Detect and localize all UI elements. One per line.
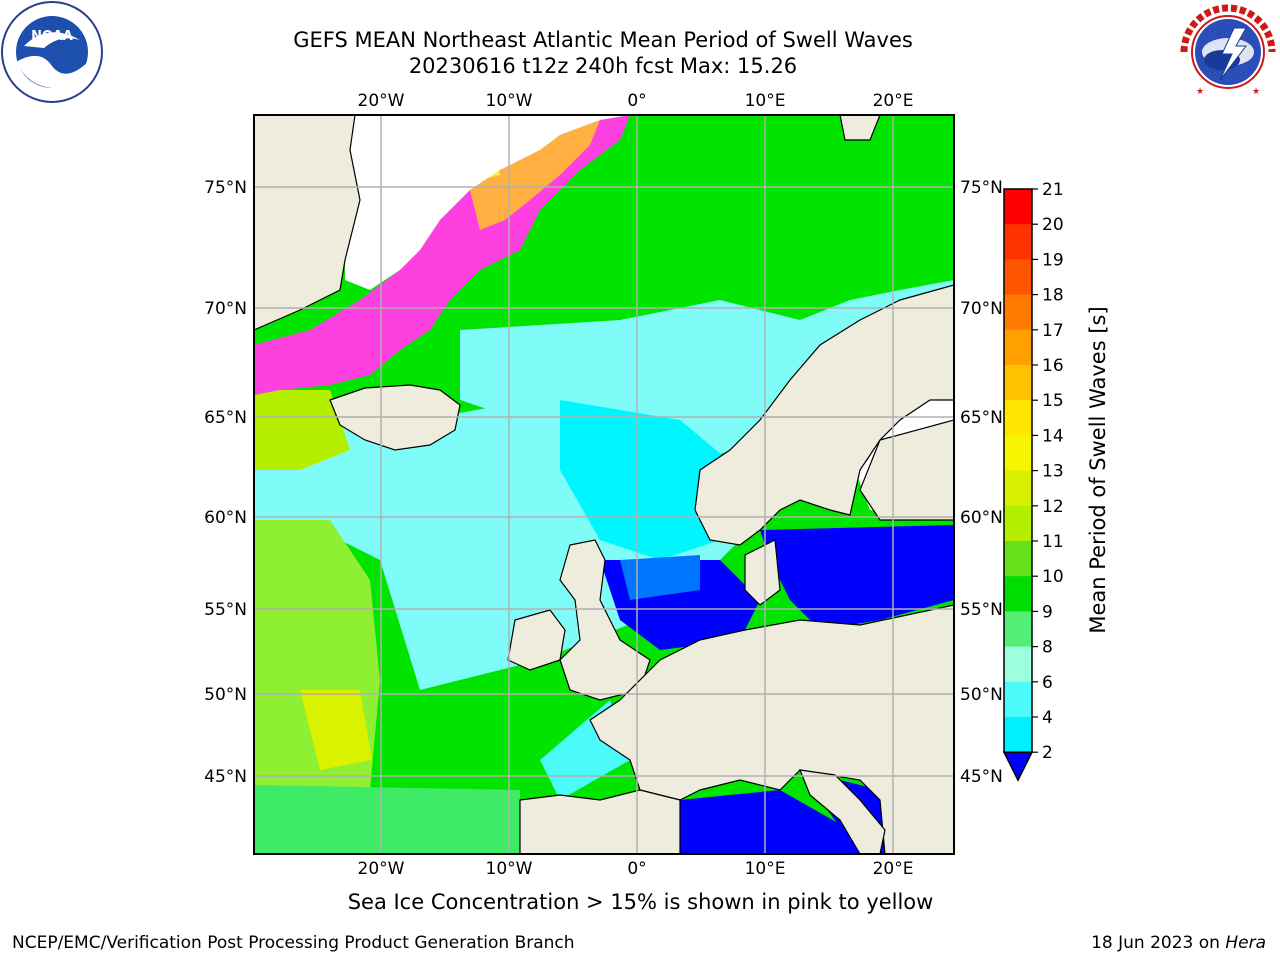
land-denmark — [744, 539, 781, 606]
colorbar-tick-label: 21 — [1042, 180, 1064, 200]
colorbar-block — [1004, 329, 1032, 366]
colorbar-tick-label: 19 — [1042, 250, 1064, 270]
footer-host: Hera — [1225, 933, 1266, 953]
colorbar-block — [1004, 505, 1032, 542]
colorbar-tick-label: 4 — [1042, 708, 1053, 728]
colorbar-block — [1004, 576, 1032, 612]
footer-credit: NCEP/EMC/Verification Post Processing Pr… — [12, 933, 575, 953]
swell-field-yellowgreen-north — [254, 390, 350, 470]
colorbar-block — [1004, 717, 1032, 753]
colorbar-tick-label: 17 — [1042, 321, 1064, 341]
swell-field-north-sea-edge — [620, 555, 700, 600]
colorbar-block — [1004, 400, 1032, 436]
land-great-britain — [559, 539, 651, 701]
colorbar-tick-label: 13 — [1042, 462, 1064, 482]
svg-text:★: ★ — [1252, 87, 1260, 97]
colorbar-ticks: 21 20 19 18 17 16 15 14 13 12 11 10 9 8 6 4 2 — [1032, 180, 1064, 763]
lon-tick-bottom: 10°W — [486, 859, 533, 879]
lat-tick-right: 75°N — [960, 178, 1003, 198]
lat-tick-right: 60°N — [960, 508, 1003, 528]
colorbar-block — [1004, 435, 1032, 472]
swell-field-mid-green — [254, 785, 520, 854]
land-ireland — [507, 609, 566, 671]
colorbar-tick-label: 10 — [1042, 567, 1064, 587]
chart-title: GEFS MEAN Northeast Atlantic Mean Period… — [293, 28, 913, 52]
colorbar-block — [1004, 224, 1032, 260]
lat-tick-left: 45°N — [204, 767, 247, 787]
lat-tick-right: 45°N — [960, 767, 1003, 787]
colorbar-tick-label: 18 — [1042, 286, 1064, 306]
colorbar: 21 20 19 18 17 16 15 14 13 12 11 10 9 8 6 4 2 — [1002, 180, 1064, 782]
lon-tick-bottom: 10°E — [745, 859, 786, 879]
footer-date: 18 Jun 2023 on Hera — [1091, 933, 1266, 953]
swell-field-cyan-core — [560, 400, 740, 560]
lat-tick-right: 65°N — [960, 408, 1003, 428]
land-europe — [589, 604, 954, 854]
svg-text:NOAA: NOAA — [31, 29, 73, 44]
lon-tick-top: 0° — [627, 91, 646, 111]
swell-field-baltic — [760, 525, 954, 630]
land-svalbard — [839, 115, 881, 141]
colorbar-block — [1004, 259, 1032, 296]
colorbar-block — [1004, 541, 1032, 577]
chart-subtitle: 20230616 t12z 240h fcst Max: 15.26 — [408, 54, 798, 78]
lat-tick-right: 50°N — [960, 685, 1003, 705]
lat-tick-right: 70°N — [960, 299, 1003, 319]
graticule — [254, 115, 954, 854]
land-scandinavia — [694, 284, 954, 546]
lat-tick-left: 75°N — [204, 178, 247, 198]
colorbar-block — [1004, 611, 1032, 648]
lon-tick-top: 10°W — [486, 91, 533, 111]
colorbar-extend-min — [1002, 751, 1034, 782]
colorbar-blocks — [1002, 188, 1034, 782]
lat-tick-left: 50°N — [204, 685, 247, 705]
colorbar-block — [1004, 470, 1032, 507]
colorbar-tick-label: 20 — [1042, 215, 1064, 235]
colorbar-label: Mean Period of Swell Waves [s] — [1086, 306, 1110, 634]
lon-tick-bottom: 20°E — [873, 859, 914, 879]
colorbar-block — [1004, 365, 1032, 401]
colorbar-tick-label: 11 — [1042, 532, 1064, 552]
masked-area-greenland-sea — [345, 115, 630, 290]
lon-tick-top: 10°E — [745, 91, 786, 111]
nws-logo: ★ ★ — [1178, 2, 1278, 102]
svg-text:★: ★ — [1196, 87, 1204, 97]
colorbar-block — [1004, 681, 1032, 718]
swell-field-mediterranean — [680, 790, 880, 854]
lon-tick-bottom: 20°W — [358, 859, 405, 879]
lon-tick-bottom: 0° — [627, 859, 646, 879]
lat-tick-left: 55°N — [204, 600, 247, 620]
sea-ice-caption: Sea Ice Concentration > 15% is shown in … — [347, 890, 934, 914]
land-iberia — [519, 789, 681, 854]
colorbar-tick-label: 8 — [1042, 638, 1053, 658]
colorbar-block — [1004, 294, 1032, 331]
colorbar-tick-label: 12 — [1042, 497, 1064, 517]
colorbar-tick-label: 9 — [1042, 602, 1053, 622]
lat-tick-right: 55°N — [960, 600, 1003, 620]
map-frame — [253, 114, 955, 855]
lat-tick-left: 60°N — [204, 508, 247, 528]
noaa-logo: NOAA — [1, 1, 103, 103]
colorbar-tick-label: 2 — [1042, 743, 1053, 763]
colorbar-tick-label: 14 — [1042, 426, 1064, 446]
sea-ice-orange — [470, 120, 600, 230]
land-finland — [859, 419, 954, 521]
map-plot-area — [254, 115, 954, 854]
lat-tick-left: 70°N — [204, 299, 247, 319]
colorbar-tick-label: 15 — [1042, 391, 1064, 411]
lon-tick-top: 20°E — [873, 91, 914, 111]
colorbar-block — [1004, 646, 1032, 683]
land-greenland — [254, 115, 361, 331]
swell-field-yellow-patch — [300, 690, 372, 770]
colorbar-tick-label: 6 — [1042, 673, 1053, 693]
lat-tick-left: 65°N — [204, 408, 247, 428]
colorbar-tick-label: 16 — [1042, 356, 1064, 376]
land-italy — [799, 769, 886, 854]
footer-date-text: 18 Jun 2023 on — [1091, 933, 1226, 953]
lon-tick-top: 20°W — [358, 91, 405, 111]
colorbar-block — [1004, 189, 1032, 225]
